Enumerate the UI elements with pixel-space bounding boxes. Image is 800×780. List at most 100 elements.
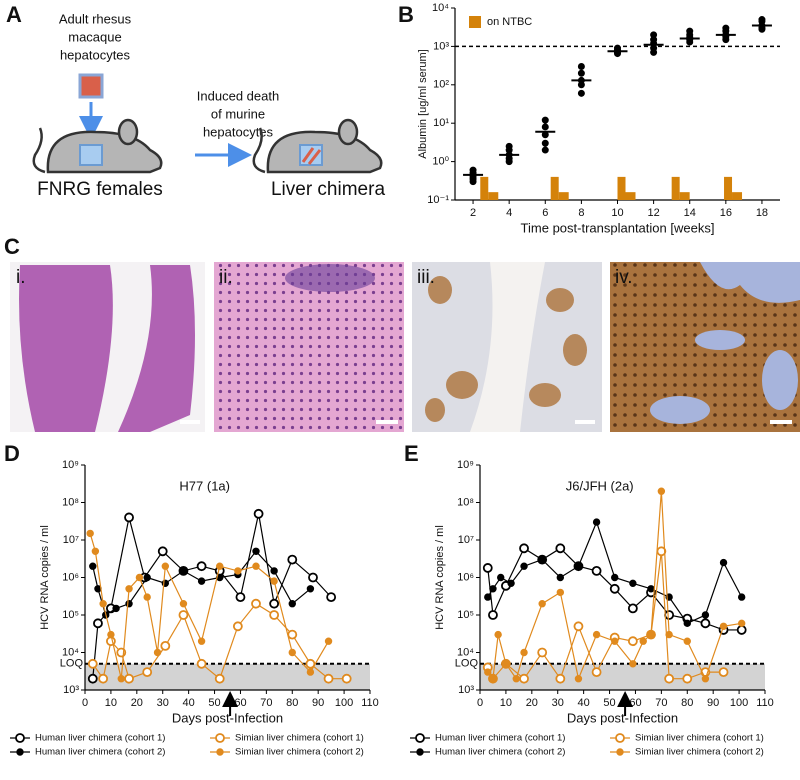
data-point bbox=[507, 579, 515, 588]
data-point bbox=[592, 518, 601, 526]
data-point bbox=[306, 668, 315, 676]
data-point bbox=[512, 675, 520, 683]
data-point bbox=[657, 487, 666, 495]
tissue bbox=[19, 265, 113, 432]
x-tick-label: 50 bbox=[603, 697, 615, 709]
x-tick-label: 6 bbox=[542, 207, 548, 219]
data-point bbox=[577, 81, 585, 89]
y-tick-label: 10⁸ bbox=[457, 496, 474, 508]
x-tick-label: 110 bbox=[361, 697, 379, 709]
mouse bbox=[252, 118, 383, 174]
x-tick-label: 16 bbox=[720, 207, 732, 219]
x-tick-label: 0 bbox=[82, 697, 88, 709]
x-tick-label: 90 bbox=[707, 697, 719, 709]
data-point bbox=[719, 622, 728, 630]
x-tick-label: 40 bbox=[183, 697, 195, 709]
data-point bbox=[541, 131, 549, 139]
data-point bbox=[573, 621, 584, 632]
data-point bbox=[701, 611, 710, 619]
chart-title: J6/JFH (2a) bbox=[566, 478, 634, 493]
data-point bbox=[758, 25, 766, 33]
legend-label: Human liver chimera (cohort 1) bbox=[435, 733, 565, 744]
y-axis-label: HCV RNA copies / ml bbox=[39, 525, 51, 630]
data-point bbox=[502, 660, 510, 668]
legend-label: Human liver chimera (cohort 2) bbox=[35, 747, 165, 758]
panel-label: E bbox=[404, 441, 419, 466]
ntbc-bar bbox=[550, 176, 559, 200]
data-point bbox=[555, 543, 566, 554]
data-point bbox=[650, 44, 658, 52]
data-point bbox=[99, 600, 107, 608]
panel-label: A bbox=[6, 2, 22, 27]
data-point bbox=[107, 630, 115, 639]
x-tick-label: 70 bbox=[260, 697, 272, 709]
data-point bbox=[700, 618, 711, 629]
data-point bbox=[555, 673, 566, 684]
panel-label: C bbox=[4, 234, 20, 259]
data-point bbox=[577, 69, 585, 77]
series-line bbox=[487, 547, 742, 631]
x-axis-label: Time post-transplantation [weeks] bbox=[521, 220, 715, 235]
data-point bbox=[519, 543, 529, 554]
y-tick-label: 10⁵ bbox=[62, 609, 79, 621]
x-tick-label: 70 bbox=[655, 697, 667, 709]
data-point bbox=[124, 673, 134, 684]
loq-label: LOQ bbox=[455, 658, 479, 670]
data-point bbox=[488, 610, 498, 620]
x-tick-label: 30 bbox=[157, 697, 169, 709]
data-point bbox=[305, 658, 316, 669]
data-point bbox=[614, 47, 621, 55]
data-point bbox=[541, 146, 549, 154]
y-tick-label: 10¹ bbox=[433, 117, 449, 129]
gap bbox=[470, 262, 545, 432]
data-point bbox=[197, 637, 206, 645]
x-tick-label: 30 bbox=[552, 697, 564, 709]
panel-a: A Adult rhesus macaque hepatocytes FNRG … bbox=[6, 2, 385, 200]
x-tick-label: 2 bbox=[470, 207, 476, 219]
data-point bbox=[541, 123, 549, 131]
data-point bbox=[497, 573, 505, 582]
y-tick-label: 10⁹ bbox=[62, 459, 79, 471]
data-point bbox=[520, 648, 528, 657]
image-label: iii. bbox=[417, 267, 435, 288]
y-tick-label: 10⁴ bbox=[62, 646, 79, 658]
x-tick-label: 14 bbox=[684, 207, 696, 219]
data-point bbox=[270, 577, 278, 585]
legend-label: Simian liver chimera (cohort 2) bbox=[635, 747, 764, 758]
data-point bbox=[178, 610, 189, 620]
data-point bbox=[556, 573, 565, 582]
data-point bbox=[214, 673, 225, 684]
data-point bbox=[577, 89, 585, 97]
data-point bbox=[686, 34, 694, 42]
chart-title: H77 (1a) bbox=[179, 478, 230, 493]
series-line bbox=[487, 520, 743, 625]
data-point bbox=[736, 625, 747, 635]
data-point bbox=[505, 142, 513, 150]
step-text: Induced death bbox=[197, 88, 279, 103]
data-point bbox=[306, 585, 315, 593]
legend-swatch bbox=[469, 16, 481, 28]
data-point bbox=[87, 673, 98, 684]
data-point bbox=[287, 554, 298, 565]
x-tick-label: 18 bbox=[756, 207, 768, 219]
x-tick-label: 80 bbox=[286, 697, 298, 709]
data-point bbox=[125, 600, 133, 608]
data-point bbox=[541, 116, 549, 124]
donor-text: Adult rhesus bbox=[59, 11, 132, 26]
data-point bbox=[269, 610, 280, 620]
data-point bbox=[737, 593, 746, 601]
x-tick-label: 0 bbox=[477, 697, 483, 709]
image-label: ii. bbox=[219, 267, 233, 288]
x-tick-label: 50 bbox=[208, 697, 220, 709]
data-point bbox=[235, 592, 246, 603]
panel-label: B bbox=[398, 2, 414, 27]
y-tick-label: 10⁶ bbox=[62, 571, 79, 583]
data-point bbox=[91, 547, 100, 555]
x-tick-label: 10 bbox=[105, 697, 117, 709]
legend-label: on NTBC bbox=[487, 16, 532, 28]
x-tick-label: 4 bbox=[506, 207, 512, 219]
data-point bbox=[647, 630, 655, 639]
data-point bbox=[592, 630, 601, 639]
data-point bbox=[124, 512, 134, 523]
x-tick-label: 10 bbox=[500, 697, 512, 709]
